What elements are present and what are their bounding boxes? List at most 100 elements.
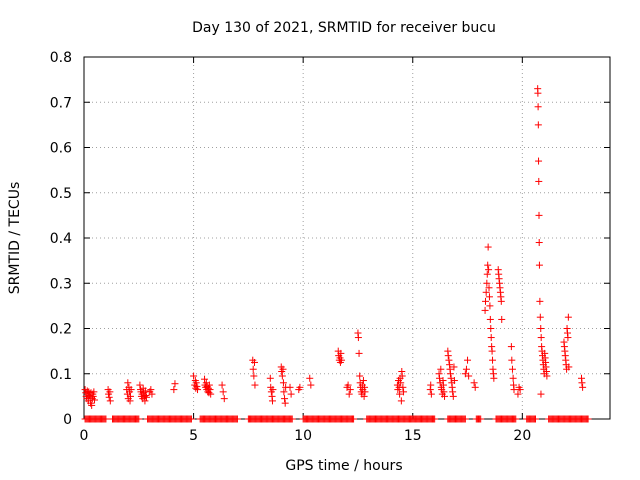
x-tick-label: 10 bbox=[294, 428, 312, 444]
data-point bbox=[207, 390, 215, 398]
data-point bbox=[487, 325, 495, 332]
axis-tick-labels: 0 0.1 0.2 0.3 0.4 0.5 0.6 0.7 0.8 0 5 10 15 20 bbox=[50, 50, 532, 444]
data-point bbox=[446, 370, 454, 378]
data-point bbox=[564, 313, 572, 321]
data-point bbox=[250, 372, 258, 380]
data-point bbox=[87, 389, 95, 397]
data-point bbox=[218, 381, 226, 389]
data-point bbox=[337, 349, 345, 357]
data-point bbox=[484, 261, 492, 269]
data-point bbox=[535, 261, 543, 269]
data-point bbox=[445, 356, 453, 364]
data-point bbox=[565, 363, 573, 371]
data-point bbox=[266, 374, 274, 382]
data-point bbox=[483, 270, 491, 278]
data-point bbox=[531, 415, 539, 423]
data-point bbox=[462, 365, 470, 373]
data-point bbox=[396, 390, 404, 398]
data-point bbox=[437, 365, 445, 373]
data-point bbox=[534, 121, 542, 129]
data-point bbox=[543, 372, 551, 380]
x-tick-label: 0 bbox=[80, 428, 89, 444]
data-point bbox=[106, 388, 114, 396]
data-point bbox=[509, 374, 517, 382]
data-point bbox=[360, 392, 368, 400]
data-point bbox=[307, 381, 315, 389]
data-point bbox=[441, 392, 449, 400]
y-tick-label: 0.2 bbox=[50, 322, 72, 338]
data-point bbox=[485, 293, 493, 301]
data-point bbox=[471, 383, 479, 391]
data-point bbox=[470, 379, 478, 387]
data-point bbox=[233, 415, 241, 423]
data-point bbox=[287, 390, 295, 398]
data-point bbox=[444, 352, 452, 360]
data-point bbox=[485, 266, 493, 274]
data-point bbox=[564, 334, 572, 342]
axis-ticks bbox=[83, 56, 610, 420]
data-point bbox=[147, 386, 155, 394]
data-point bbox=[205, 389, 213, 397]
data-point bbox=[281, 399, 289, 407]
data-point bbox=[105, 393, 113, 401]
data-point bbox=[124, 379, 132, 387]
data-point bbox=[148, 390, 156, 398]
data-point bbox=[486, 315, 494, 323]
data-point bbox=[487, 334, 495, 342]
data-point bbox=[477, 415, 485, 423]
data-point bbox=[461, 415, 469, 423]
data-point bbox=[350, 415, 358, 423]
data-point bbox=[269, 386, 277, 394]
x-tick-label: 15 bbox=[404, 428, 422, 444]
data-point bbox=[464, 356, 472, 364]
data-point bbox=[359, 377, 367, 385]
data-point bbox=[486, 302, 494, 310]
data-point bbox=[142, 393, 150, 401]
data-point bbox=[497, 297, 505, 305]
data-point bbox=[249, 365, 257, 373]
data-point bbox=[508, 356, 516, 364]
data-point bbox=[450, 377, 458, 385]
data-point bbox=[510, 386, 518, 394]
data-point bbox=[482, 297, 490, 305]
chart-title: Day 130 of 2021, SRMTID for receiver buc… bbox=[192, 20, 496, 36]
data-point bbox=[88, 401, 96, 409]
data-point bbox=[485, 284, 493, 292]
y-axis-label: SRMTID / TECUs bbox=[7, 182, 23, 295]
data-point bbox=[489, 356, 497, 364]
data-point bbox=[205, 381, 213, 389]
data-point bbox=[508, 365, 516, 373]
data-point bbox=[439, 381, 447, 389]
data-point bbox=[535, 177, 543, 185]
data-point bbox=[279, 365, 287, 373]
data-point bbox=[90, 388, 98, 396]
y-tick-label: 0.8 bbox=[50, 50, 72, 66]
data-point bbox=[220, 395, 228, 403]
data-point bbox=[187, 415, 195, 423]
data-point bbox=[450, 363, 458, 371]
data-point bbox=[193, 382, 201, 390]
data-point bbox=[281, 395, 289, 403]
x-tick-label: 5 bbox=[189, 428, 198, 444]
data-point bbox=[206, 386, 214, 394]
data-point bbox=[338, 356, 346, 364]
data-point bbox=[356, 372, 364, 380]
data-point bbox=[219, 388, 227, 396]
data-point bbox=[126, 392, 134, 400]
y-tick-label: 0.1 bbox=[50, 367, 72, 383]
data-point bbox=[482, 288, 490, 296]
data-point bbox=[190, 372, 198, 380]
x-tick-label: 20 bbox=[513, 428, 531, 444]
data-point bbox=[516, 386, 524, 394]
data-point bbox=[192, 379, 200, 387]
y-tick-label: 0.4 bbox=[50, 231, 72, 247]
data-point bbox=[171, 380, 179, 388]
data-point bbox=[535, 157, 543, 165]
data-point bbox=[399, 383, 407, 391]
data-point bbox=[194, 386, 202, 394]
y-tick-label: 0.7 bbox=[50, 95, 72, 111]
data-point bbox=[537, 325, 545, 332]
data-point bbox=[288, 415, 296, 423]
